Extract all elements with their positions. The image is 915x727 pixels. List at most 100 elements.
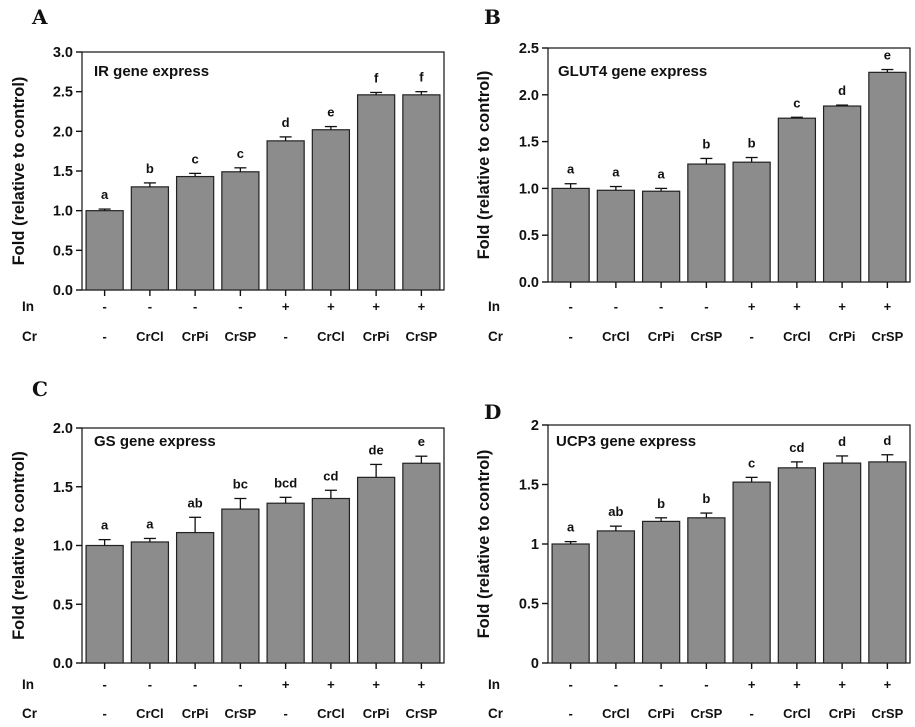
treatment-cell: CrSP [690,329,722,344]
bar [822,462,862,664]
bar [356,476,396,664]
row-label-in: In [488,299,500,314]
y-axis-label: Fold (relative to control) [10,451,28,640]
treatment-cell: - [102,329,106,344]
bar [868,71,907,283]
treatment-cell: - [568,677,572,692]
bar [130,186,170,291]
treatment-cell: CrCl [136,329,163,344]
bar [356,94,396,291]
treatment-cell: CrSP [224,329,256,344]
treatment-cell: + [372,299,380,314]
treatment-cell: - [568,706,572,721]
bar [221,508,260,664]
treatment-cell: - [193,299,197,314]
treatment-cell: - [704,299,708,314]
significance-label: c [192,151,199,166]
treatment-cell: CrCl [602,706,629,721]
row-label-in: In [22,299,34,314]
treatment-cell: - [238,677,242,692]
treatment-cell: CrPi [182,329,209,344]
treatment-cell: - [614,299,618,314]
bar [130,541,170,664]
y-tick-label: 2 [531,418,539,434]
y-tick-label: 0.0 [53,656,73,672]
chart-title: GS gene express [94,433,216,450]
treatment-cell: + [327,299,335,314]
y-tick-label: 0.5 [53,243,73,259]
y-tick-label: 2.0 [519,88,539,104]
significance-label: b [748,136,756,151]
treatment-cell: + [748,677,756,692]
treatment-cell: - [283,706,287,721]
significance-label: b [657,496,665,511]
row-label-cr: Cr [22,706,38,721]
significance-label: c [793,95,800,110]
y-tick-label: 0 [531,656,539,672]
bar [687,517,726,664]
bar [596,530,636,664]
y-tick-label: 2.0 [53,124,73,140]
treatment-cell: - [102,299,106,314]
significance-label: e [327,105,334,120]
significance-label: bcd [274,475,297,490]
bar [732,481,771,664]
y-tick-label: 0.5 [519,597,539,613]
treatment-cell: CrPi [648,329,675,344]
treatment-cell: + [282,677,290,692]
chart-title: GLUT4 gene express [558,63,707,80]
significance-label: ab [608,504,623,519]
row-label-cr: Cr [22,329,38,344]
significance-label: d [282,115,290,130]
significance-label: a [567,162,575,177]
treatment-cell: - [659,677,663,692]
y-tick-label: 2.5 [519,41,539,57]
y-axis-label: Fold (relative to control) [475,71,493,260]
significance-label: bc [233,477,248,492]
significance-label: f [374,70,379,85]
treatment-cell: CrPi [182,706,209,721]
y-tick-label: 1.5 [53,164,73,180]
panel-letter: A [31,5,48,29]
panel-letter: B [484,5,501,29]
y-tick-label: 3.0 [53,45,73,61]
bar [311,129,351,291]
significance-label: a [658,166,666,181]
y-tick-label: 2.5 [53,85,73,101]
significance-label: a [612,165,620,180]
y-tick-label: 2.0 [53,421,73,437]
significance-label: b [146,161,154,176]
significance-label: cd [789,440,804,455]
significance-label: c [748,455,755,470]
bar [402,94,441,291]
treatment-cell: CrPi [363,706,390,721]
significance-label: f [419,70,424,85]
bar [221,171,260,291]
bar [641,520,681,664]
row-label-cr: Cr [488,706,504,721]
chart-panel-c: C Fold (relative to control) 0.0 0.5 1.0 1.5 2… [10,377,445,721]
row-label-cr: Cr [488,329,504,344]
significance-label: cd [323,468,338,483]
treatment-cell: - [193,677,197,692]
significance-label: a [101,187,109,202]
significance-label: b [702,491,710,506]
bar [175,531,215,664]
bar [266,140,305,291]
y-tick-label: 1.0 [53,204,73,220]
significance-label: b [702,136,710,151]
significance-label: a [146,516,154,531]
treatment-cell: - [148,299,152,314]
treatment-cell: + [884,299,892,314]
treatment-cell: - [749,706,753,721]
treatment-cell: - [148,677,152,692]
bar [732,161,771,283]
significance-label: de [369,442,384,457]
y-tick-label: 0.0 [519,275,539,291]
bar [641,190,681,283]
treatment-cell: + [838,299,846,314]
treatment-cell: + [748,299,756,314]
bar [777,467,817,664]
treatment-cell: CrCl [317,329,344,344]
